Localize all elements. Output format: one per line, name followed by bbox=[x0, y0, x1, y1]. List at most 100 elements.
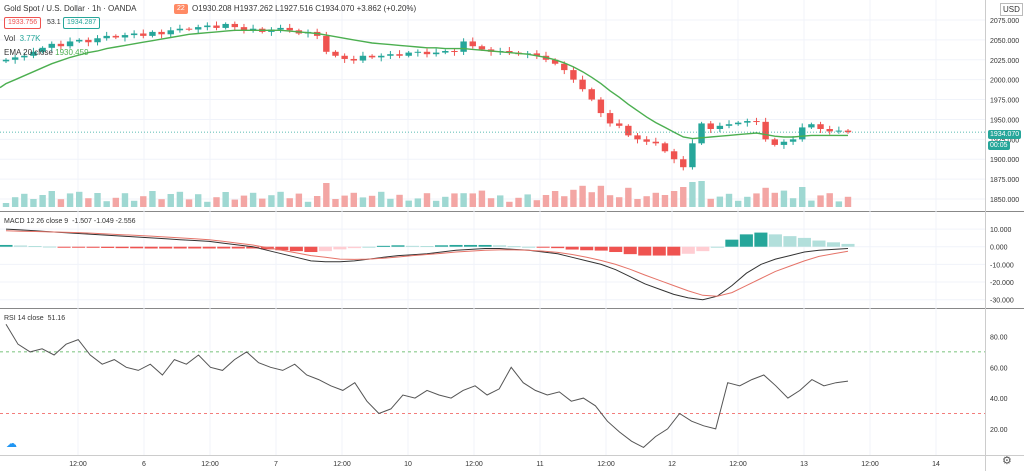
currency-label[interactable]: USD bbox=[1000, 3, 1023, 16]
macd-tick-label: 0.000 bbox=[990, 245, 1008, 252]
candle-body bbox=[286, 27, 293, 31]
candle-body bbox=[725, 124, 733, 126]
candle-body bbox=[588, 89, 595, 100]
macd-tick-label: -10.000 bbox=[990, 262, 1014, 269]
candle-body bbox=[606, 113, 614, 124]
volume-bar bbox=[670, 191, 678, 207]
macd-histogram-bar bbox=[391, 245, 405, 247]
time-tick-label: 10 bbox=[404, 461, 412, 468]
candle-body bbox=[176, 28, 184, 31]
macd-histogram-bar bbox=[130, 246, 144, 249]
sell-price[interactable]: 1933.756 bbox=[4, 17, 42, 29]
candle-body bbox=[734, 122, 742, 125]
ema-value: 1930.459 bbox=[55, 48, 89, 57]
time-tick-label: 11 bbox=[536, 461, 543, 468]
candle-body bbox=[222, 23, 229, 28]
volume-bar bbox=[506, 201, 513, 207]
candle-body bbox=[579, 79, 586, 90]
ohlc-values: O1930.208 H1937.262 L1927.516 C1934.070 … bbox=[192, 4, 417, 13]
last-price-label: 1934.070 bbox=[988, 130, 1022, 139]
candle-body bbox=[103, 35, 110, 39]
candle-body bbox=[716, 125, 724, 129]
volume-bar bbox=[66, 193, 74, 207]
time-tick-label: 14 bbox=[932, 461, 940, 468]
candle-body bbox=[432, 52, 440, 55]
candle-body bbox=[652, 141, 660, 144]
candle-body bbox=[661, 143, 669, 152]
candle-body bbox=[2, 59, 10, 62]
ema-line bbox=[0, 29, 848, 140]
macd-histogram-bar bbox=[13, 245, 28, 247]
macd-histogram-bar bbox=[333, 246, 347, 250]
time-tick-label: 6 bbox=[142, 461, 146, 468]
macd-histogram-bar bbox=[493, 245, 507, 247]
macd-histogram-bar bbox=[57, 246, 71, 248]
settings-gear-icon[interactable]: ⚙ bbox=[1002, 455, 1012, 467]
volume-bar bbox=[533, 200, 541, 207]
time-tick-label: 12:00 bbox=[861, 461, 879, 468]
buy-price[interactable]: 1934.287 bbox=[63, 17, 101, 29]
candle-body bbox=[561, 63, 568, 71]
volume-bar bbox=[341, 195, 348, 207]
candle-body bbox=[332, 51, 339, 56]
macd-histogram-bar bbox=[681, 246, 695, 254]
candle-body bbox=[167, 30, 174, 35]
macd-histogram-bar bbox=[202, 246, 216, 249]
macd-histogram-bar bbox=[231, 246, 245, 249]
volume-bar bbox=[744, 196, 751, 207]
volume-bar bbox=[213, 197, 220, 207]
macd-histogram-bar bbox=[101, 246, 115, 248]
macd-histogram-bar bbox=[754, 232, 768, 247]
macd-histogram-bar bbox=[464, 244, 478, 247]
macd-histogram-bar bbox=[565, 246, 579, 250]
candle-body bbox=[158, 31, 165, 35]
volume-bar bbox=[2, 203, 10, 207]
macd-histogram-bar bbox=[696, 246, 710, 252]
macd-histogram-bar bbox=[768, 234, 782, 247]
volume-bar bbox=[442, 196, 449, 207]
price-tick-label: 2050.000 bbox=[990, 38, 1019, 45]
time-tick-label: 12:00 bbox=[597, 461, 615, 468]
candle-body bbox=[423, 51, 431, 55]
macd-histogram-bar bbox=[667, 246, 681, 256]
events-badge[interactable]: 22 bbox=[174, 4, 188, 14]
candle-body bbox=[204, 25, 211, 28]
volume-bar bbox=[808, 200, 815, 207]
volume-bar bbox=[432, 200, 440, 207]
volume-bar bbox=[844, 196, 852, 207]
volume-bar bbox=[734, 200, 742, 207]
macd-histogram-bar bbox=[594, 246, 608, 251]
volume-bar bbox=[21, 193, 28, 207]
candle-body bbox=[249, 28, 257, 31]
price-tick-label: 1850.000 bbox=[990, 197, 1019, 204]
macd-histogram-bar bbox=[449, 244, 463, 247]
volume-bar bbox=[387, 198, 394, 207]
macd-histogram-bar bbox=[376, 245, 390, 247]
candle-body bbox=[121, 35, 129, 38]
volume-bar bbox=[121, 193, 129, 207]
candle-body bbox=[698, 123, 705, 144]
macd-histogram-bar bbox=[623, 246, 637, 255]
volume-bar bbox=[561, 196, 568, 207]
volume-bar bbox=[689, 182, 696, 207]
candle-body bbox=[387, 54, 394, 56]
candle-body bbox=[231, 23, 239, 28]
volume-bar bbox=[707, 198, 714, 207]
candle-body bbox=[378, 55, 385, 58]
macd-histogram-bar bbox=[420, 246, 434, 248]
time-tick-label: 12:00 bbox=[69, 461, 87, 468]
volume-bar bbox=[478, 190, 486, 207]
volume-value: 3.77K bbox=[19, 34, 41, 43]
candle-body bbox=[11, 57, 19, 60]
candle-body bbox=[194, 27, 202, 30]
volume-bar bbox=[551, 191, 559, 207]
volume-bar bbox=[588, 192, 595, 207]
price-tick-label: 1875.000 bbox=[990, 177, 1019, 184]
volume-bar bbox=[725, 193, 733, 207]
candle-body bbox=[570, 70, 577, 80]
candle-body bbox=[744, 121, 751, 123]
candle-body bbox=[643, 139, 650, 142]
tradingview-logo-icon: ☁ bbox=[6, 438, 17, 450]
volume-bar bbox=[497, 195, 504, 207]
